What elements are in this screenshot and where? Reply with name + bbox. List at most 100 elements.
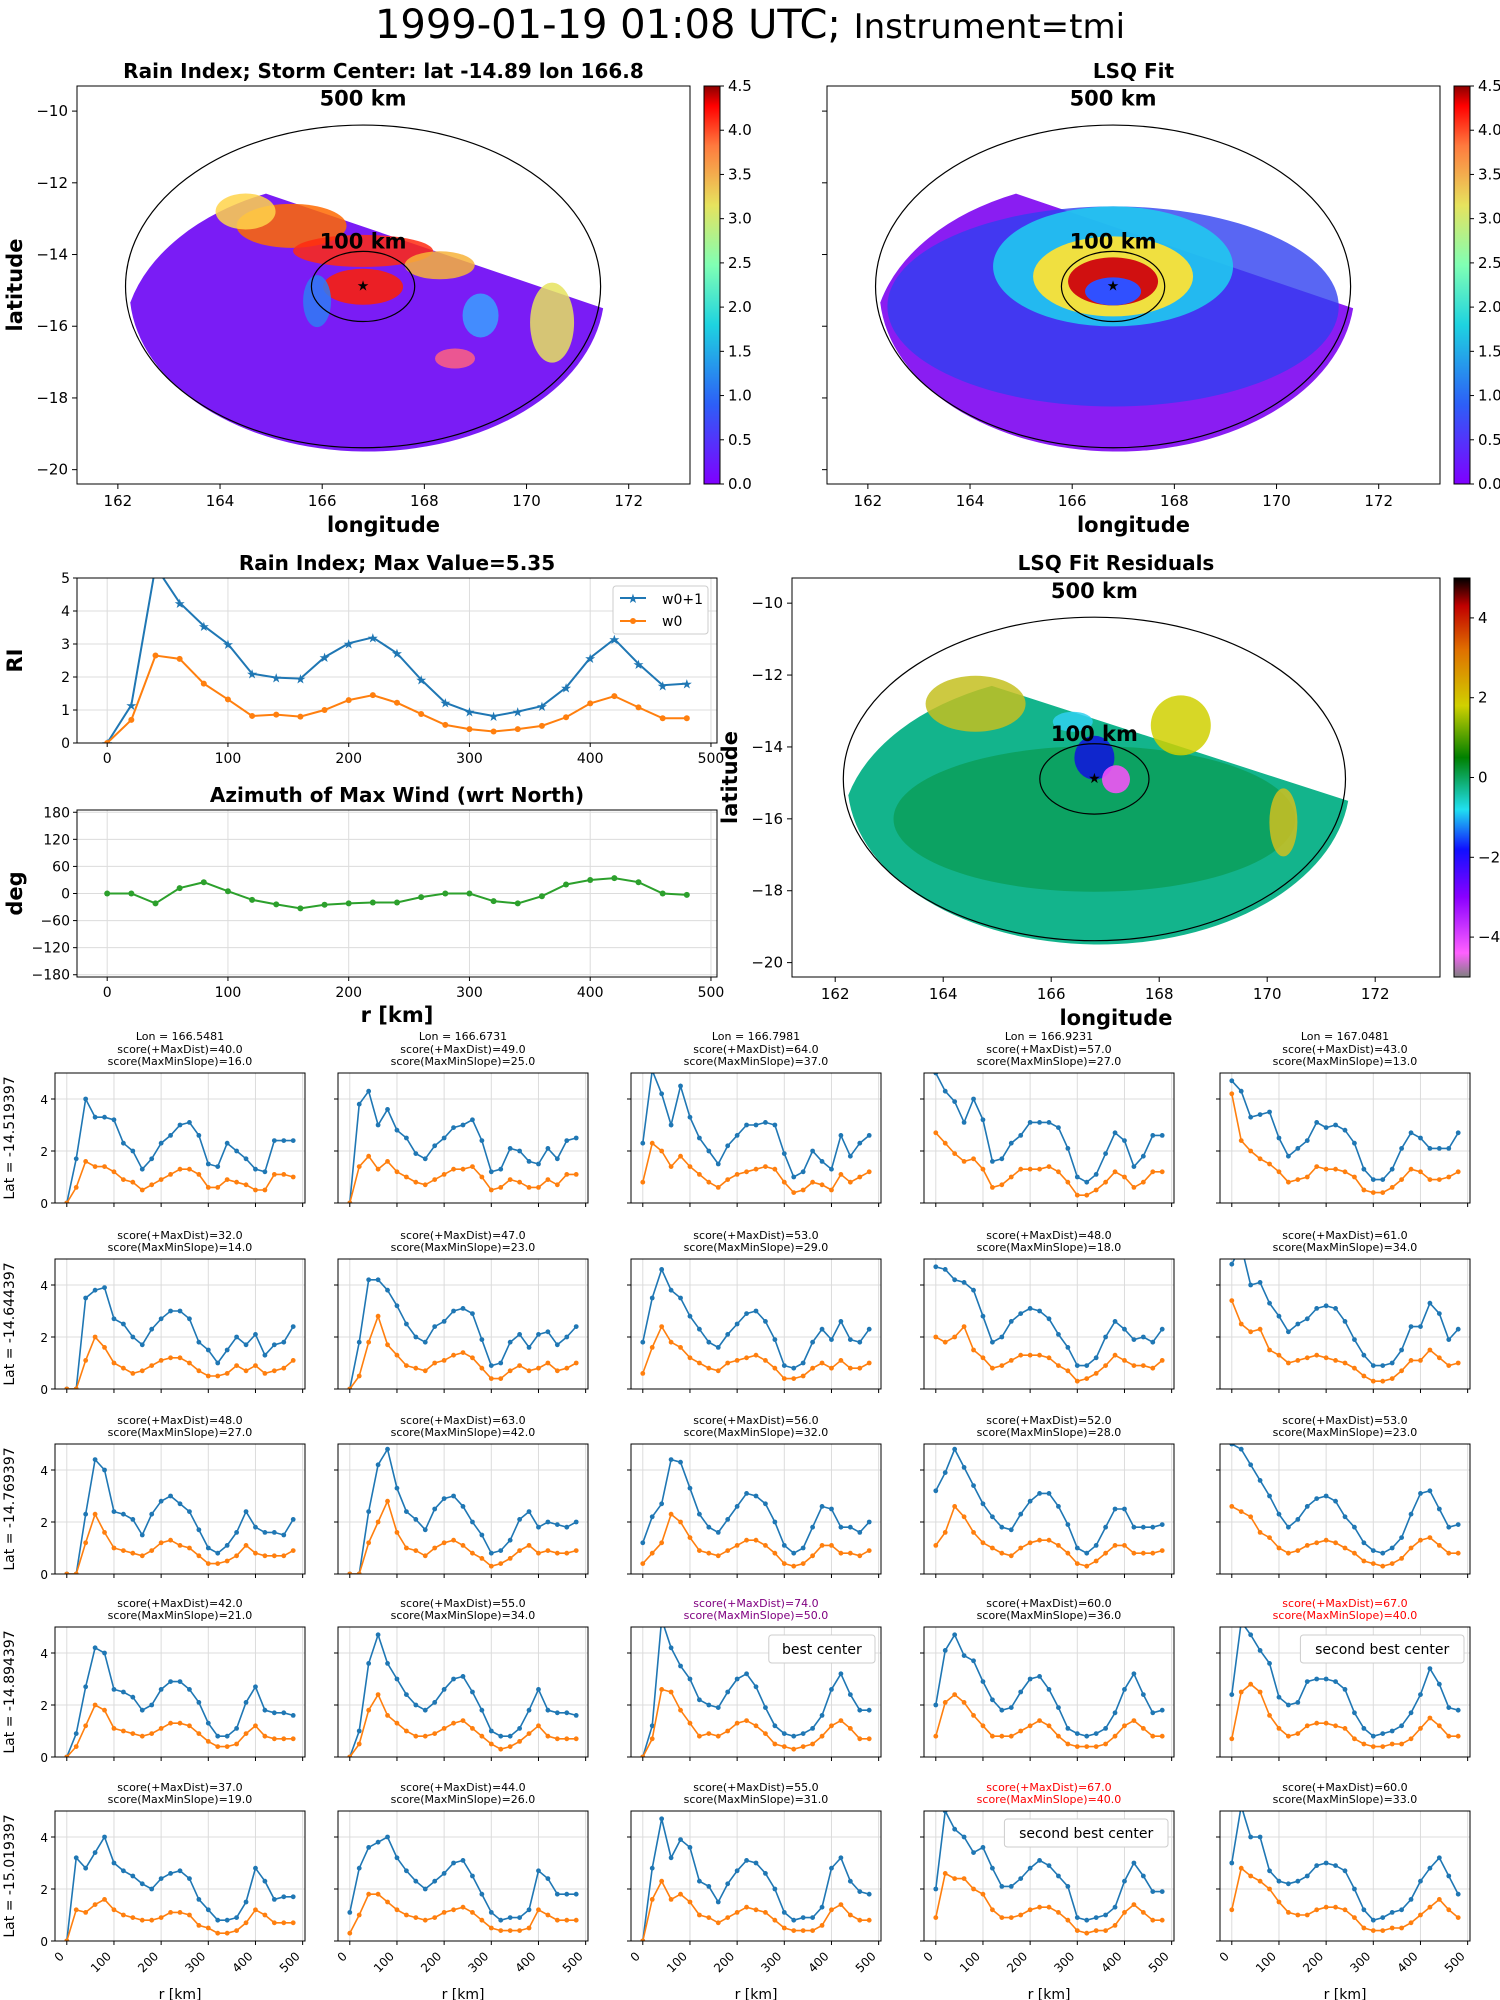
data-point — [971, 1530, 976, 1535]
data-point — [536, 1723, 541, 1729]
data-point — [1229, 1860, 1235, 1866]
x-tick-label: 0 — [103, 985, 112, 1001]
data-point — [989, 1365, 995, 1371]
data-point — [1122, 1878, 1127, 1884]
data-point — [1304, 1174, 1310, 1180]
data-point — [678, 1153, 683, 1159]
data-point — [734, 1172, 740, 1177]
colorbar-tick-label: 4.0 — [1478, 121, 1500, 139]
data-point — [866, 1133, 872, 1138]
data-point — [1380, 1915, 1386, 1920]
series-group — [933, 1632, 1165, 1739]
data-point — [517, 1517, 523, 1522]
data-point — [857, 1140, 863, 1146]
data-point — [1361, 1373, 1367, 1379]
data-point — [1074, 1731, 1080, 1736]
data-point — [139, 1881, 145, 1887]
data-point — [980, 1117, 986, 1123]
data-point — [640, 1938, 646, 1941]
x-tick-label: 162 — [104, 492, 133, 510]
data-point — [696, 1733, 702, 1739]
data-point — [649, 1140, 655, 1146]
data-point — [734, 1133, 740, 1138]
data-point — [744, 1904, 749, 1910]
data-point — [158, 1915, 164, 1920]
data-point — [1276, 1726, 1282, 1731]
data-point — [149, 1917, 155, 1923]
data-point — [356, 1571, 362, 1574]
data-point — [810, 1915, 816, 1920]
data-point — [1056, 1543, 1061, 1548]
data-point — [139, 1707, 145, 1713]
data-point — [451, 1352, 456, 1358]
data-point — [1159, 1358, 1165, 1363]
data-point — [243, 1368, 249, 1374]
data-point — [1408, 1897, 1414, 1902]
y-tick-label: 2 — [61, 670, 70, 686]
data-point — [1276, 1878, 1282, 1884]
data-point — [1084, 1744, 1090, 1749]
data-point — [1342, 1687, 1348, 1692]
data-point — [1018, 1545, 1024, 1551]
data-point — [290, 1713, 296, 1718]
series-group — [64, 1511, 296, 1574]
data-point — [1380, 1731, 1386, 1736]
data-point — [196, 1897, 202, 1902]
data-point — [130, 1371, 136, 1376]
data-point — [1112, 1710, 1118, 1716]
data-point — [224, 888, 231, 895]
data-point — [215, 1744, 221, 1749]
data-point — [866, 1169, 872, 1175]
data-point — [753, 1860, 759, 1866]
residual-cell — [1102, 765, 1130, 794]
data-point — [347, 1571, 353, 1574]
data-point — [234, 1741, 240, 1747]
data-point — [763, 1319, 768, 1324]
data-point — [441, 1540, 447, 1546]
data-point — [800, 1373, 806, 1379]
data-point — [1008, 1915, 1014, 1920]
x-tick-label: 300 — [465, 1949, 491, 1975]
data-point — [1342, 1127, 1348, 1133]
data-point — [1122, 1543, 1127, 1548]
data-point — [829, 1337, 834, 1342]
data-point: ★ — [681, 678, 693, 693]
data-point — [999, 1884, 1005, 1889]
data-point — [961, 1514, 967, 1520]
data-point — [734, 1868, 740, 1874]
panel-score-maxminslope: score(MaxMinSlope)=32.0 — [684, 1426, 829, 1439]
x-tick-label: 162 — [854, 492, 883, 510]
data-point — [102, 1467, 107, 1473]
x-tick-label: 0 — [921, 1949, 936, 1964]
data-point — [781, 1925, 787, 1931]
panel-score-maxdist: score(+MaxDist)=53.0 — [693, 1229, 818, 1242]
data-point — [290, 1358, 296, 1363]
data-point — [678, 1837, 683, 1842]
data-point — [847, 1524, 853, 1530]
data-point — [507, 1537, 513, 1543]
data-point — [243, 1899, 249, 1905]
data-point — [800, 1169, 806, 1175]
data-point — [1399, 1907, 1405, 1913]
data-point — [262, 1707, 268, 1713]
data-point — [1056, 1705, 1061, 1710]
data-point — [1159, 1522, 1165, 1527]
data-point — [470, 1550, 475, 1556]
series-group — [640, 1324, 872, 1381]
data-point — [649, 1736, 655, 1742]
x-tick-label: 400 — [577, 985, 604, 1001]
data-point — [1159, 1326, 1165, 1332]
data-point — [460, 1306, 466, 1311]
data-point — [1342, 1360, 1348, 1366]
data-point — [1037, 1308, 1042, 1314]
data-point — [1436, 1177, 1442, 1182]
data-point — [1380, 1744, 1386, 1749]
data-point — [753, 1308, 759, 1314]
plot-frame — [54, 1626, 306, 1758]
x-tick-label: 300 — [1051, 1949, 1077, 1975]
y-tick-label: −14 — [36, 246, 68, 264]
y-tick-label: 4 — [40, 1831, 48, 1845]
data-point — [375, 1313, 381, 1319]
data-point — [356, 1164, 362, 1169]
data-point — [253, 1166, 258, 1172]
